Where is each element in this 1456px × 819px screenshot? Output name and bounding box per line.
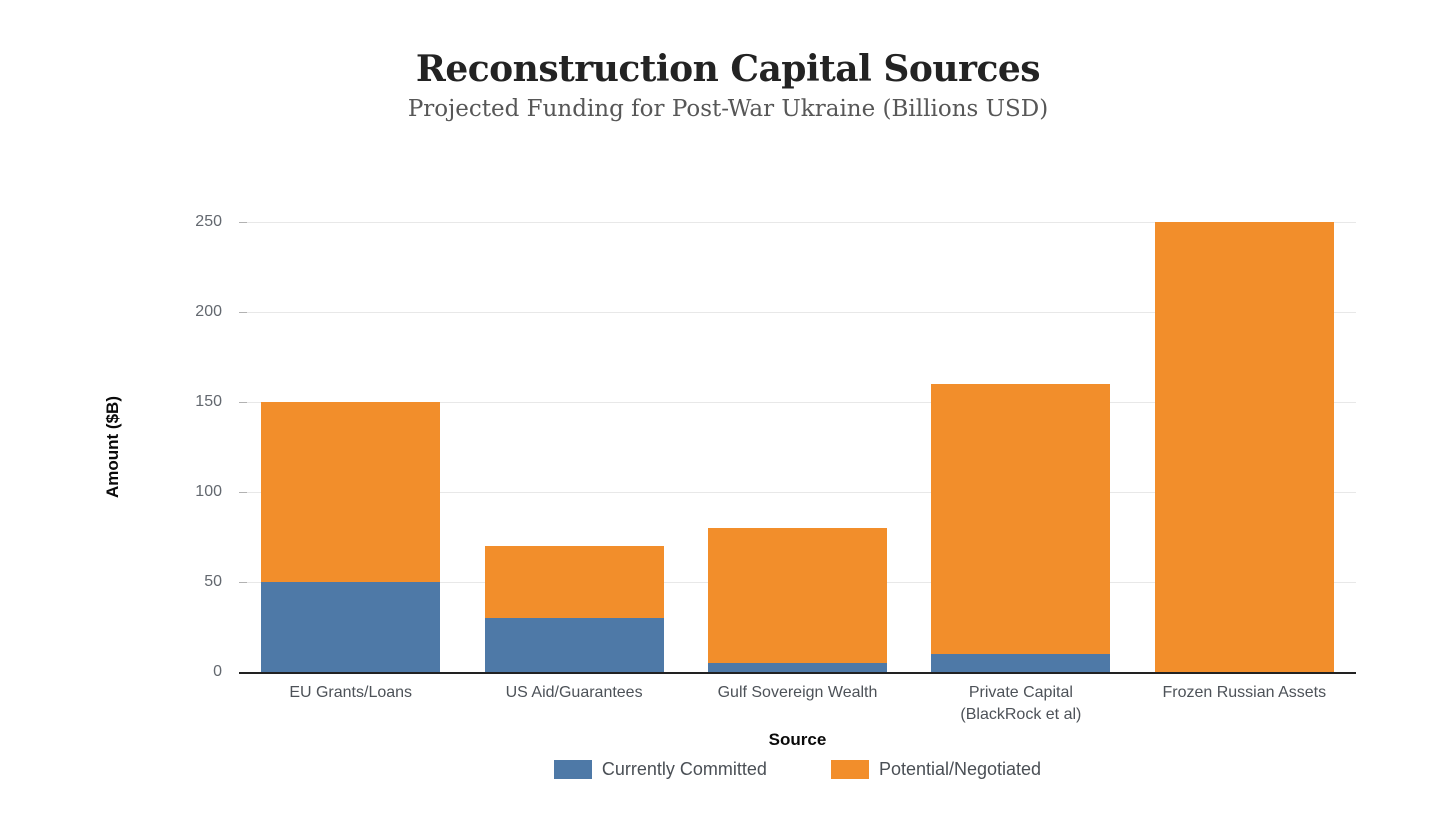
y-tick-label-0: 0 (213, 663, 222, 680)
legend-item-potential-negotiated[interactable]: Potential/Negotiated (830, 758, 1042, 780)
bar-private-capital-blackrock-et-al-potential-negotiated[interactable] (931, 384, 1111, 654)
legend-label: Potential/Negotiated (878, 759, 1042, 779)
chart-title: Reconstruction Capital Sources (415, 48, 1041, 90)
legend-swatch-icon (830, 759, 869, 779)
x-category-label-eu-grants-loans: EU Grants/Loans (289, 684, 413, 701)
gridline-250 (239, 221, 1356, 223)
y-tickmark-100 (239, 491, 247, 493)
x-category-label-frozen-russian-assets: Frozen Russian Assets (1162, 684, 1327, 701)
legend-label: Currently Committed (601, 759, 767, 779)
legend: Currently Committed Potential/Negotiated (239, 758, 1356, 780)
y-tick-label-50: 50 (204, 573, 222, 590)
y-tickmark-50 (239, 581, 247, 583)
y-axis-title: Amount ($B) (103, 396, 122, 498)
bar-private-capital-blackrock-et-al-currently-committed[interactable] (931, 654, 1111, 672)
bar-eu-grants-loans-potential-negotiated[interactable] (261, 402, 441, 582)
legend-swatch-icon (553, 759, 592, 779)
gridline-200 (239, 311, 1356, 313)
bar-us-aid-guarantees-potential-negotiated[interactable] (484, 546, 664, 618)
y-tick-label-150: 150 (195, 393, 222, 410)
gridline-100 (239, 491, 1356, 493)
x-axis-title: Source (768, 730, 827, 749)
y-tick-label-200: 200 (195, 303, 222, 320)
y-tickmark-150 (239, 401, 247, 403)
bar-us-aid-guarantees-currently-committed[interactable] (484, 618, 664, 672)
bar-gulf-sovereign-wealth-currently-committed[interactable] (708, 663, 887, 672)
bar-gulf-sovereign-wealth-potential-negotiated[interactable] (708, 528, 887, 663)
legend-item-currently-committed[interactable]: Currently Committed (553, 758, 767, 780)
x-category-label-private-capital-blackrock-et-al: Private Capital (BlackRock et al) (960, 684, 1082, 723)
gridline-150 (239, 401, 1356, 403)
y-tick-label-250: 250 (195, 213, 222, 230)
y-tickmark-200 (239, 311, 247, 313)
bar-eu-grants-loans-currently-committed[interactable] (261, 582, 441, 672)
x-category-label-us-aid-guarantees: US Aid/Guarantees (505, 684, 643, 701)
chart-subtitle: Projected Funding for Post-War Ukraine (… (407, 96, 1049, 122)
x-axis-line (239, 672, 1356, 674)
y-tickmark-250 (239, 221, 247, 223)
y-tick-label-100: 100 (195, 483, 222, 500)
x-category-label-gulf-sovereign-wealth: Gulf Sovereign Wealth (717, 684, 878, 701)
bar-frozen-russian-assets-potential-negotiated[interactable] (1154, 222, 1334, 672)
